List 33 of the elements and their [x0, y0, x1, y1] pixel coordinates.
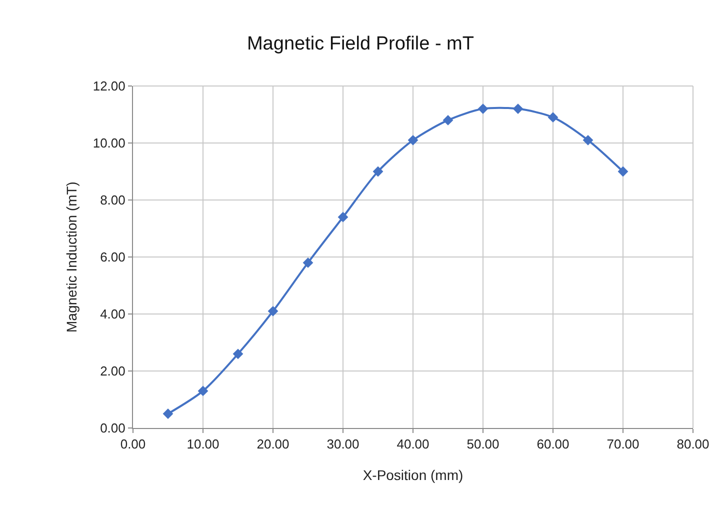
- y-tick-label: 0.00: [100, 420, 126, 436]
- point: [338, 212, 348, 222]
- y-tick-label: 4.00: [100, 306, 126, 322]
- x-tick-label: 50.00: [466, 436, 500, 452]
- chart-title: Magnetic Field Profile - mT: [246, 33, 474, 54]
- point: [478, 104, 488, 114]
- y-tick-label: 12.00: [92, 78, 126, 94]
- point: [618, 166, 628, 177]
- x-tick-label: 0.00: [120, 436, 146, 452]
- point: [232, 348, 244, 360]
- x-axis-title: X-Position (mm): [362, 467, 464, 483]
- point: [198, 386, 208, 396]
- point: [408, 134, 418, 146]
- y-tick-label: 6.00: [100, 250, 126, 265]
- y-axis-title: Magnetic Induction (mT): [63, 182, 80, 332]
- point: [302, 258, 314, 268]
- y-tick-label: 10.00: [92, 136, 126, 151]
- x-tick-label: 80.00: [676, 436, 710, 452]
- x-tick-label: 20.00: [256, 436, 290, 452]
- x-tick-label: 70.00: [606, 436, 640, 452]
- x-tick-label: 10.00: [186, 436, 220, 452]
- point: [548, 112, 558, 123]
- y-tick-label: 2.00: [100, 364, 126, 379]
- y-tick-label: 8.00: [100, 192, 126, 208]
- point: [512, 104, 524, 114]
- point: [162, 408, 174, 419]
- x-tick-label: 30.00: [326, 436, 360, 452]
- point: [442, 115, 454, 126]
- point: [582, 134, 594, 146]
- point: [268, 306, 278, 316]
- point: [372, 166, 384, 177]
- x-tick-label: 40.00: [396, 436, 430, 452]
- x-tick-label: 60.00: [536, 436, 570, 452]
